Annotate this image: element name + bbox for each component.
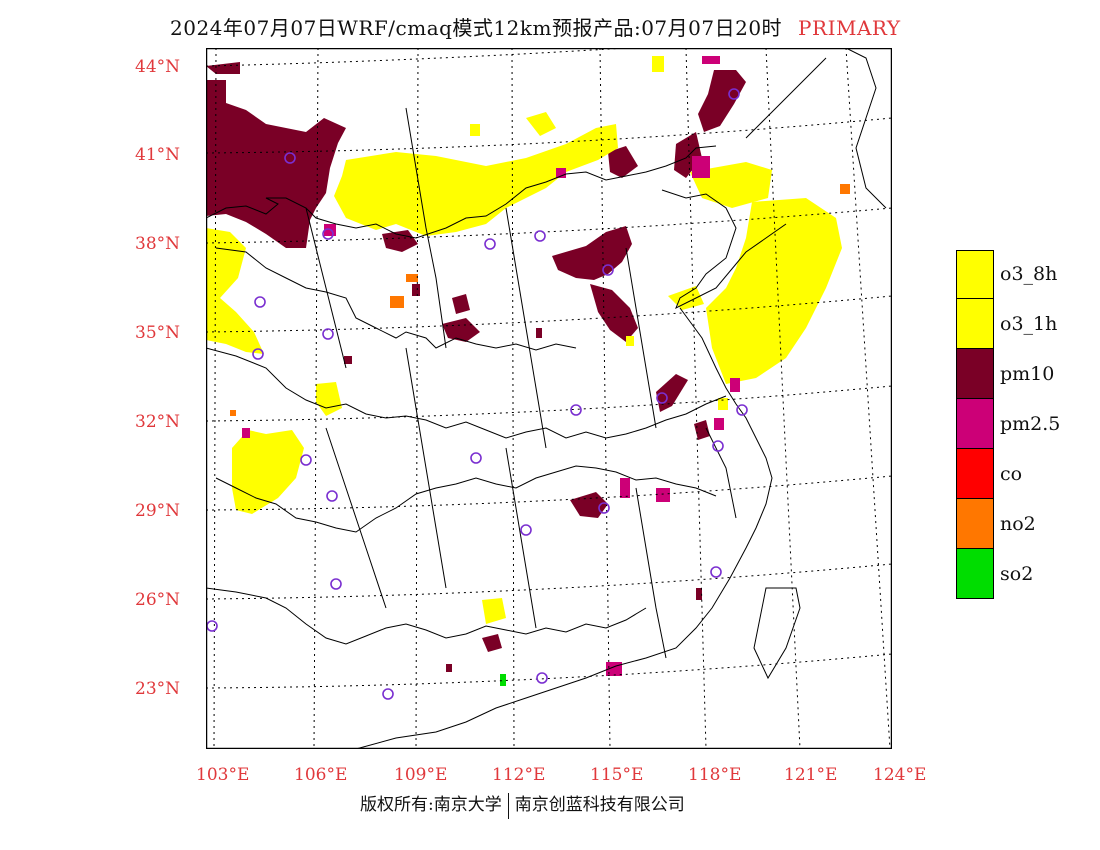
- legend-swatch-so2: [956, 549, 994, 599]
- lon-label-124: 124°E: [873, 765, 927, 785]
- lat-label-23: 23°N: [135, 679, 181, 699]
- copyright-divider: [507, 792, 509, 819]
- lat-label-38: 38°N: [135, 234, 181, 254]
- o3-fields: [206, 56, 842, 624]
- legend-swatch-no2: [956, 499, 994, 549]
- legend-item-so2: so2: [956, 549, 1086, 599]
- no2-fields: [230, 184, 850, 416]
- so2-fields: [500, 674, 506, 686]
- legend-label-o3-1h: o3_1h: [1000, 313, 1058, 335]
- legend-swatch-pm25: [956, 399, 994, 449]
- pm25-fields: [242, 56, 740, 676]
- legend-item-o3-8h: o3_8h: [956, 249, 1086, 299]
- lat-label-44: 44°N: [135, 57, 181, 77]
- pollutant-legend: o3_8h o3_1h pm10 pm2.5 co no2 so2: [956, 249, 1086, 599]
- legend-swatch-o3-1h: [956, 299, 994, 349]
- legend-item-pm25: pm2.5: [956, 399, 1086, 449]
- copyright-company: 南京创蓝科技有限公司: [514, 795, 685, 815]
- lon-label-106: 106°E: [294, 765, 348, 785]
- lat-label-41: 41°N: [135, 145, 181, 165]
- lat-label-32: 32°N: [135, 412, 181, 432]
- lon-label-103: 103°E: [196, 765, 250, 785]
- province-boundaries: [206, 107, 737, 659]
- legend-label-so2: so2: [1000, 563, 1034, 585]
- title-tag: PRIMARY: [798, 16, 901, 40]
- lon-label-115: 115°E: [590, 765, 644, 785]
- legend-label-co: co: [1000, 463, 1023, 485]
- legend-swatch-o3-8h: [956, 249, 994, 299]
- legend-swatch-pm10: [956, 349, 994, 399]
- legend-swatch-co: [956, 449, 994, 499]
- lat-label-35: 35°N: [135, 323, 181, 343]
- lat-label-26: 26°N: [135, 590, 181, 610]
- pollution-map: [206, 48, 892, 749]
- legend-label-no2: no2: [1000, 513, 1036, 535]
- legend-label-pm25: pm2.5: [1000, 413, 1061, 435]
- legend-label-o3-8h: o3_8h: [1000, 263, 1058, 285]
- lon-label-109: 109°E: [394, 765, 448, 785]
- legend-label-pm10: pm10: [1000, 363, 1055, 385]
- copyright-footer: 版权所有:南京大学 南京创蓝科技有限公司: [360, 790, 685, 819]
- legend-item-o3-1h: o3_1h: [956, 299, 1086, 349]
- graticule: [206, 48, 892, 749]
- legend-item-no2: no2: [956, 499, 1086, 549]
- map-title: 2024年07月07日WRF/cmaq模式12km预报产品:07月07日20时 P…: [170, 12, 901, 41]
- lon-label-112: 112°E: [492, 765, 546, 785]
- title-text: 2024年07月07日WRF/cmaq模式12km预报产品:07月07日20时: [170, 16, 783, 40]
- copyright-owner: 版权所有:南京大学: [360, 795, 502, 815]
- lon-label-121: 121°E: [784, 765, 838, 785]
- station-markers: [206, 88, 748, 700]
- legend-item-co: co: [956, 449, 1086, 499]
- lat-label-29: 29°N: [135, 501, 181, 521]
- lon-label-118: 118°E: [688, 765, 742, 785]
- legend-item-pm10: pm10: [956, 349, 1086, 399]
